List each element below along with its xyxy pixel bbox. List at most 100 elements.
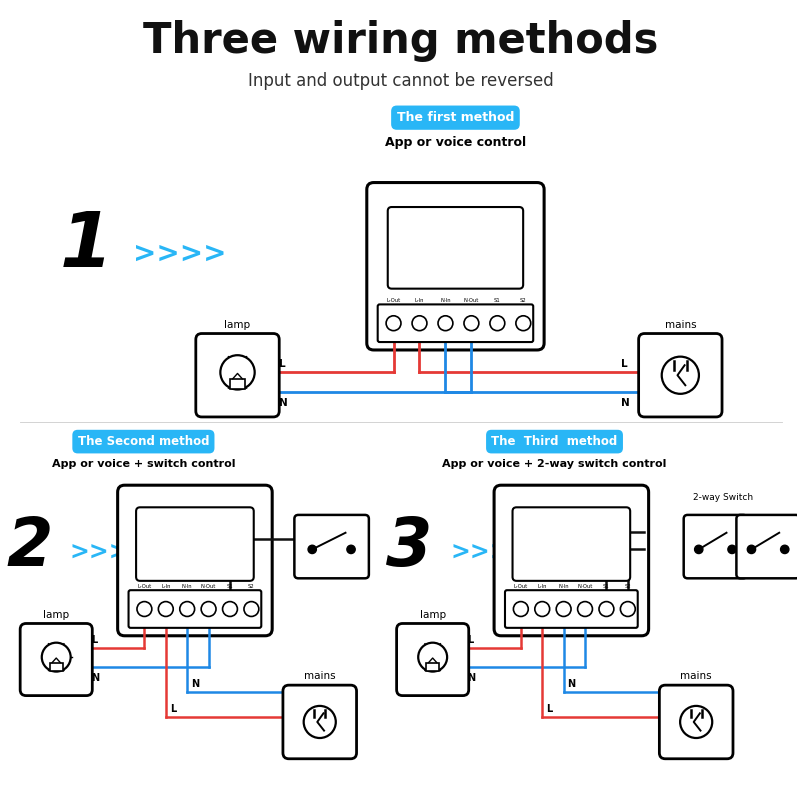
Text: L-Out: L-Out — [386, 298, 401, 303]
Text: N: N — [191, 679, 199, 690]
FancyBboxPatch shape — [50, 662, 62, 671]
Text: S2: S2 — [625, 584, 631, 589]
Text: N: N — [567, 679, 576, 690]
Circle shape — [514, 602, 528, 617]
FancyBboxPatch shape — [388, 207, 523, 289]
Text: S1: S1 — [494, 298, 501, 303]
Text: L-Out: L-Out — [138, 584, 151, 589]
Circle shape — [438, 316, 453, 330]
FancyBboxPatch shape — [20, 623, 92, 696]
FancyBboxPatch shape — [283, 685, 357, 758]
Circle shape — [158, 602, 174, 617]
Circle shape — [694, 546, 703, 554]
Text: N: N — [467, 674, 475, 683]
Circle shape — [347, 546, 355, 554]
Circle shape — [412, 316, 427, 330]
Circle shape — [490, 316, 505, 330]
FancyBboxPatch shape — [118, 485, 272, 636]
Circle shape — [556, 602, 571, 617]
Text: mains: mains — [680, 671, 712, 681]
Circle shape — [304, 706, 336, 738]
Text: L-Out: L-Out — [514, 584, 528, 589]
Text: N: N — [279, 398, 288, 408]
Circle shape — [728, 546, 736, 554]
Text: App or voice + 2-way switch control: App or voice + 2-way switch control — [442, 459, 666, 470]
FancyBboxPatch shape — [494, 485, 649, 636]
Text: N-In: N-In — [440, 298, 450, 303]
FancyBboxPatch shape — [366, 182, 544, 350]
Circle shape — [42, 642, 70, 671]
Text: S1: S1 — [603, 584, 610, 589]
Circle shape — [220, 355, 254, 390]
Text: mains: mains — [665, 319, 696, 330]
Circle shape — [308, 546, 316, 554]
Text: L-In: L-In — [538, 584, 547, 589]
FancyBboxPatch shape — [505, 590, 638, 628]
FancyBboxPatch shape — [378, 305, 534, 342]
FancyBboxPatch shape — [513, 507, 630, 581]
Circle shape — [781, 546, 789, 554]
Text: L: L — [279, 359, 286, 370]
Circle shape — [516, 316, 530, 330]
Text: N-Out: N-Out — [578, 584, 593, 589]
Text: L: L — [621, 359, 627, 370]
Circle shape — [137, 602, 152, 617]
FancyBboxPatch shape — [397, 623, 469, 696]
FancyBboxPatch shape — [129, 590, 262, 628]
Text: >>>>: >>>> — [69, 541, 149, 565]
Text: N: N — [621, 398, 630, 408]
Text: L: L — [467, 634, 474, 645]
Text: lamp: lamp — [225, 319, 250, 330]
Circle shape — [599, 602, 614, 617]
FancyBboxPatch shape — [426, 662, 439, 671]
Text: N-Out: N-Out — [201, 584, 216, 589]
Text: mains: mains — [304, 671, 335, 681]
Text: lamp: lamp — [420, 610, 446, 619]
Circle shape — [747, 546, 756, 554]
FancyBboxPatch shape — [736, 515, 800, 578]
Text: S2: S2 — [248, 584, 254, 589]
Circle shape — [386, 316, 401, 330]
FancyBboxPatch shape — [638, 334, 722, 417]
Text: N-Out: N-Out — [464, 298, 479, 303]
Text: L-In: L-In — [161, 584, 170, 589]
FancyBboxPatch shape — [294, 515, 369, 578]
FancyBboxPatch shape — [659, 685, 733, 758]
Text: 2: 2 — [6, 514, 53, 580]
Text: L: L — [91, 634, 97, 645]
Text: The  Third  method: The Third method — [491, 435, 618, 448]
Circle shape — [201, 602, 216, 617]
FancyBboxPatch shape — [196, 334, 279, 417]
Text: Three wiring methods: Three wiring methods — [143, 20, 658, 62]
Circle shape — [578, 602, 593, 617]
Circle shape — [180, 602, 194, 617]
Circle shape — [418, 642, 447, 671]
Text: N: N — [91, 674, 99, 683]
Text: N-In: N-In — [558, 584, 569, 589]
Text: The first method: The first method — [397, 111, 514, 124]
Circle shape — [244, 602, 259, 617]
Circle shape — [662, 357, 699, 394]
Circle shape — [620, 602, 635, 617]
Text: App or voice control: App or voice control — [385, 136, 526, 149]
Text: 1: 1 — [59, 210, 113, 283]
Circle shape — [535, 602, 550, 617]
Text: L-In: L-In — [414, 298, 424, 303]
Text: S2: S2 — [520, 298, 526, 303]
Text: The Second method: The Second method — [78, 435, 209, 448]
Text: 3: 3 — [386, 514, 432, 580]
Text: Input and output cannot be reversed: Input and output cannot be reversed — [248, 72, 554, 90]
Text: L: L — [170, 704, 176, 714]
Circle shape — [680, 706, 712, 738]
Text: lamp: lamp — [43, 610, 70, 619]
FancyBboxPatch shape — [230, 379, 246, 389]
Text: >>>>: >>>> — [450, 541, 530, 565]
Text: S1: S1 — [226, 584, 234, 589]
Text: N-In: N-In — [182, 584, 193, 589]
Text: App or voice + switch control: App or voice + switch control — [52, 459, 235, 470]
Text: L: L — [546, 704, 553, 714]
FancyBboxPatch shape — [684, 515, 747, 578]
Circle shape — [464, 316, 479, 330]
Text: 2-way Switch: 2-way Switch — [693, 493, 753, 502]
Text: >>>>: >>>> — [134, 239, 227, 267]
